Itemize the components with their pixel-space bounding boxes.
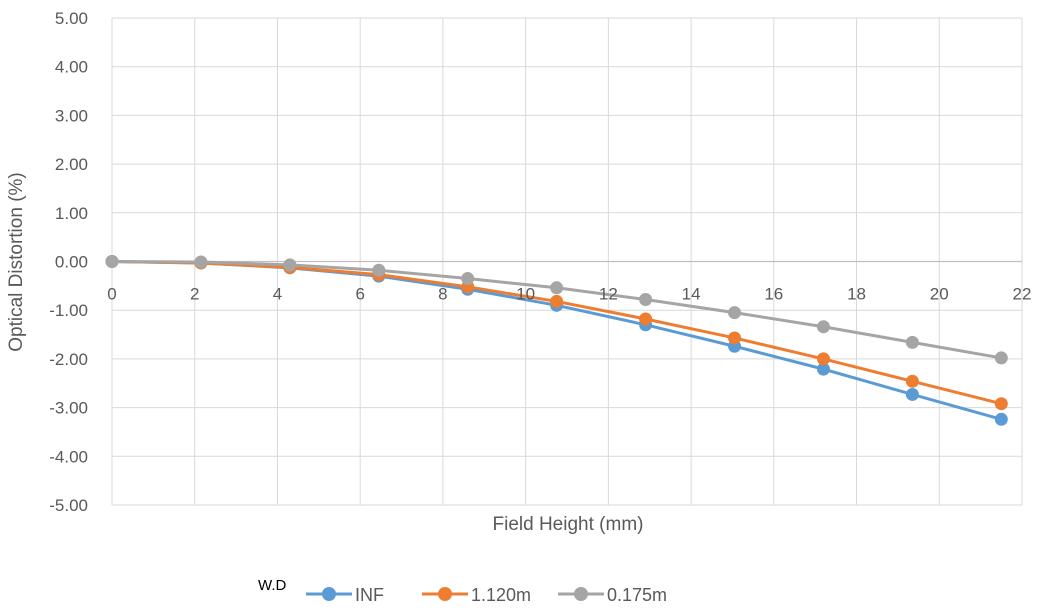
data-point bbox=[905, 387, 919, 401]
series-0 bbox=[105, 255, 1008, 426]
y-tick-label: -3.00 bbox=[49, 399, 88, 418]
data-point bbox=[994, 397, 1008, 411]
data-point bbox=[905, 335, 919, 349]
legend-marker bbox=[438, 587, 452, 601]
x-axis-title: Field Height (mm) bbox=[493, 514, 644, 535]
x-tick-label: 8 bbox=[438, 285, 447, 304]
y-tick-label: 4.00 bbox=[55, 58, 88, 77]
x-tick-label: 14 bbox=[682, 285, 701, 304]
legend: W.D INF 1.120m 0.175m bbox=[258, 577, 667, 605]
data-point bbox=[728, 331, 742, 345]
data-point bbox=[194, 255, 208, 269]
tick-labels: 5.00 4.00 3.00 2.00 1.00 0.00 -1.00 -2.00 -3.00 -… bbox=[49, 9, 1031, 515]
data-point bbox=[728, 306, 742, 320]
x-tick-label: 20 bbox=[930, 285, 949, 304]
x-tick-label: 18 bbox=[847, 285, 866, 304]
data-point bbox=[372, 263, 386, 277]
legend-marker bbox=[574, 587, 588, 601]
data-point bbox=[905, 374, 919, 388]
plot-area bbox=[105, 255, 1008, 426]
y-tick-label: -5.00 bbox=[49, 496, 88, 515]
y-tick-label: -2.00 bbox=[49, 350, 88, 369]
data-point bbox=[994, 351, 1008, 365]
y-tick-label: 0.00 bbox=[55, 253, 88, 272]
x-tick-label: 12 bbox=[599, 285, 618, 304]
x-tick-label: 6 bbox=[355, 285, 364, 304]
data-point bbox=[816, 362, 830, 376]
x-tick-label: 4 bbox=[273, 285, 282, 304]
legend-marker bbox=[322, 587, 336, 601]
x-tick-label: 16 bbox=[764, 285, 783, 304]
legend-item: 0.175m bbox=[558, 585, 667, 605]
x-tick-label: 2 bbox=[190, 285, 199, 304]
x-tick-label: 0 bbox=[107, 285, 116, 304]
y-tick-label: 2.00 bbox=[55, 155, 88, 174]
y-tick-label: 3.00 bbox=[55, 106, 88, 125]
y-tick-label: 5.00 bbox=[55, 9, 88, 28]
series-1 bbox=[105, 255, 1008, 411]
data-point bbox=[461, 272, 475, 286]
legend-item: 1.120m bbox=[422, 585, 531, 605]
legend-item: INF bbox=[306, 585, 384, 605]
legend-label: 0.175m bbox=[607, 585, 667, 605]
data-point bbox=[105, 255, 119, 268]
data-point bbox=[816, 352, 830, 366]
x-tick-label: 10 bbox=[516, 285, 535, 304]
x-tick-label: 22 bbox=[1013, 285, 1032, 304]
data-point bbox=[550, 281, 564, 295]
data-point bbox=[994, 412, 1008, 426]
data-point bbox=[283, 258, 297, 272]
data-point bbox=[639, 312, 653, 326]
y-axis-title: Optical Distortion (%) bbox=[6, 172, 27, 352]
y-tick-label: -1.00 bbox=[49, 301, 88, 320]
series-2 bbox=[105, 255, 1008, 365]
legend-label: INF bbox=[355, 585, 384, 605]
legend-label: 1.120m bbox=[471, 585, 531, 605]
data-point bbox=[816, 320, 830, 334]
legend-title: W.D bbox=[258, 577, 286, 594]
data-point bbox=[550, 294, 564, 308]
y-tick-label: -4.00 bbox=[49, 447, 88, 466]
y-tick-label: 1.00 bbox=[55, 204, 88, 223]
data-point bbox=[639, 292, 653, 306]
